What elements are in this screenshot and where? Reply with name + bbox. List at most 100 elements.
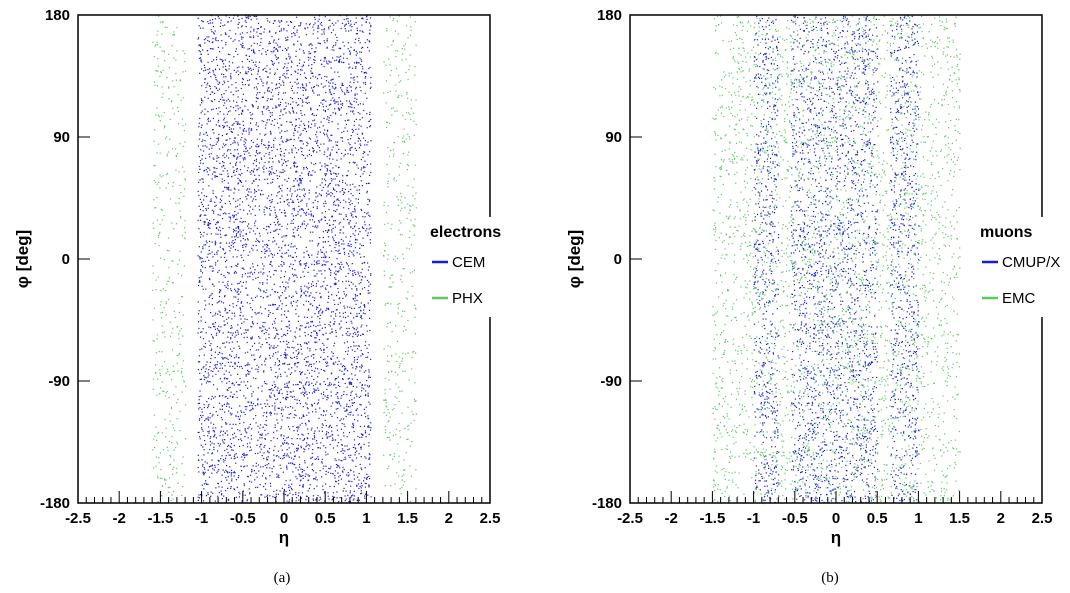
scatter-point <box>199 179 201 181</box>
scatter-point <box>269 467 271 469</box>
scatter-point <box>222 441 224 443</box>
scatter-point <box>310 321 312 323</box>
scatter-point <box>236 341 238 343</box>
scatter-point <box>280 445 282 447</box>
scatter-point <box>260 41 262 43</box>
scatter-point <box>306 407 308 409</box>
scatter-point <box>295 308 297 311</box>
scatter-point <box>229 438 232 440</box>
scatter-point <box>227 175 229 177</box>
scatter-point <box>362 17 364 19</box>
scatter-point <box>368 433 370 435</box>
scatter-point <box>266 246 268 248</box>
scatter-point <box>284 351 286 354</box>
scatter-point <box>285 357 287 359</box>
scatter-point <box>364 477 366 479</box>
scatter-point <box>233 272 236 274</box>
scatter-point <box>344 311 346 313</box>
scatter-point <box>239 180 241 182</box>
scatter-point <box>271 201 273 203</box>
scatter-point <box>226 188 228 190</box>
scatter-point <box>262 96 264 98</box>
scatter-point <box>254 214 256 216</box>
scatter-point <box>326 156 328 158</box>
scatter-point <box>361 364 363 366</box>
scatter-point <box>274 402 276 404</box>
scatter-point <box>280 435 282 437</box>
scatter-point <box>321 461 323 463</box>
scatter-point <box>265 152 267 155</box>
scatter-point <box>265 358 267 360</box>
scatter-point <box>356 327 358 329</box>
scatter-point <box>330 93 332 95</box>
scatter-point <box>286 340 288 342</box>
scatter-point <box>303 387 306 389</box>
scatter-point <box>335 249 337 252</box>
scatter-point <box>276 68 278 70</box>
scatter-point <box>348 377 350 379</box>
scatter-point <box>339 266 341 268</box>
scatter-point <box>306 444 308 446</box>
scatter-point <box>234 315 236 317</box>
scatter-point <box>332 492 334 494</box>
scatter-point <box>312 281 314 283</box>
scatter-point <box>249 15 251 18</box>
scatter-point <box>340 439 342 441</box>
scatter-point <box>358 189 360 191</box>
scatter-point <box>364 77 366 79</box>
scatter-point <box>217 329 220 331</box>
scatter-point <box>211 265 213 267</box>
scatter-point <box>313 92 315 94</box>
scatter-point <box>357 273 360 275</box>
scatter-point <box>359 370 361 372</box>
scatter-point <box>334 247 336 249</box>
scatter-point <box>254 342 256 345</box>
scatter-point <box>285 349 287 351</box>
scatter-point <box>349 220 351 222</box>
scatter-point <box>293 417 295 419</box>
scatter-point <box>240 139 242 141</box>
scatter-point <box>251 297 253 299</box>
scatter-point <box>208 419 210 421</box>
scatter-point <box>212 26 214 28</box>
scatter-point <box>311 332 313 334</box>
scatter-point <box>294 70 296 72</box>
scatter-point <box>309 240 311 242</box>
scatter-point <box>367 262 369 264</box>
scatter-point <box>335 361 337 363</box>
scatter-point <box>258 205 260 207</box>
scatter-point <box>354 447 356 449</box>
scatter-point <box>317 253 319 255</box>
scatter-point <box>305 34 308 36</box>
scatter-point <box>323 351 325 354</box>
scatter-point <box>225 15 227 17</box>
scatter-point <box>303 123 305 125</box>
scatter-point <box>274 322 276 324</box>
scatter-point <box>266 178 269 180</box>
scatter-point <box>343 391 345 393</box>
scatter-point <box>370 427 372 429</box>
scatter-point <box>198 122 200 124</box>
scatter-point <box>287 426 290 428</box>
scatter-point <box>314 430 316 432</box>
scatter-point <box>320 349 322 351</box>
scatter-point <box>313 86 315 88</box>
scatter-point <box>268 343 270 346</box>
scatter-point <box>357 435 359 438</box>
scatter-point <box>268 172 271 175</box>
scatter-point <box>230 130 232 132</box>
scatter-point <box>208 167 210 169</box>
scatter-point <box>287 494 289 496</box>
scatter-point <box>291 106 293 109</box>
scatter-point <box>337 242 340 244</box>
scatter-point <box>276 122 279 124</box>
scatter-point <box>343 251 346 253</box>
scatter-point <box>357 62 359 64</box>
scatter-point <box>334 475 336 477</box>
scatter-point <box>261 343 263 346</box>
scatter-point <box>254 205 256 207</box>
scatter-point <box>296 276 298 278</box>
scatter-point <box>352 460 354 462</box>
scatter-point <box>316 84 318 86</box>
scatter-point <box>283 66 286 68</box>
